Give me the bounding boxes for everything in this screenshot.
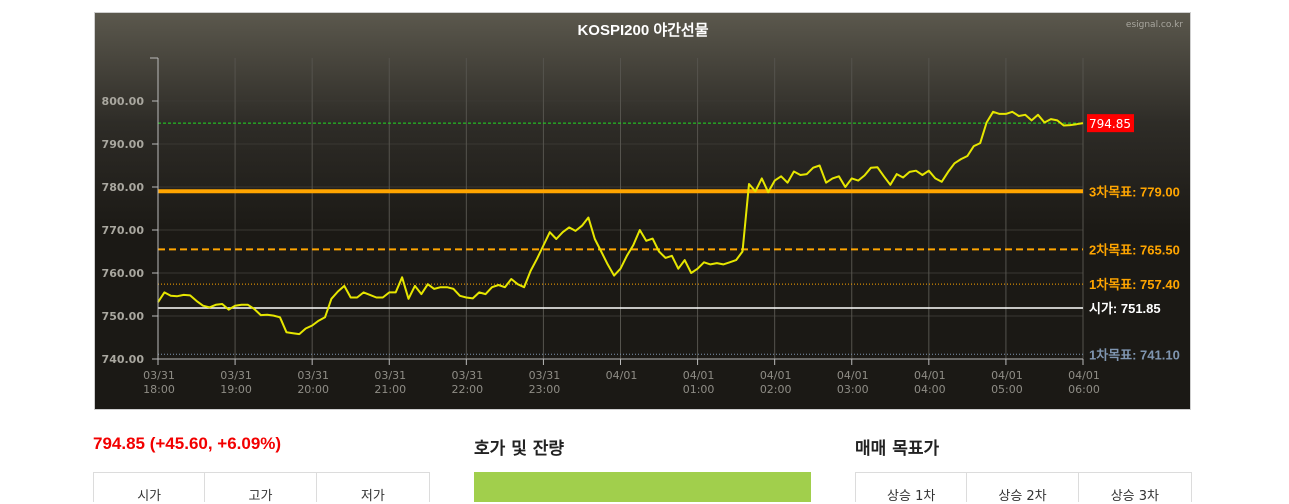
x-tick-time: 23:00 [529,383,561,396]
x-tick-date: 03/31 [297,369,329,382]
reference-label: 2차목표: 765.50 [1089,242,1180,257]
watermark: esignal.co.kr [1126,20,1183,30]
x-tick-time: 22:00 [451,383,483,396]
x-tick-time: 19:00 [220,383,252,396]
price-series-line [157,110,1084,336]
x-tick-time: 20:00 [297,383,329,396]
y-tick-label: 740.00 [102,353,145,366]
x-tick-time: 06:00 [1068,383,1100,396]
orderbook-bar [474,472,811,502]
x-tick-date: 04/01 [683,369,715,382]
y-tick-label: 760.00 [102,267,145,280]
table-header-open: 시가 [94,473,206,504]
targets-title: 매매 목표가 [855,439,940,459]
current-price-badge [1087,114,1134,133]
x-tick-date: 03/31 [451,369,483,382]
ohlc-table: 시가 고가 저가 [93,472,430,504]
chart-canvas: KOSPI200 야간선물 esignal.co.kr 3차목표: 779.00… [102,20,1184,396]
current-price-change: 794.85 (+45.60, +6.09%) [93,434,282,453]
x-tick-time: 03:00 [837,383,869,396]
reference-label: 3차목표: 779.00 [1089,184,1180,199]
reference-label: 1차목표: 741.10 [1089,347,1180,362]
table-header-low: 저가 [360,489,385,504]
current-price-label: 794.85 [1089,117,1131,131]
x-tick-date: 04/01 [606,369,638,382]
chart-title: KOSPI200 야간선물 [577,22,708,39]
x-tick-date: 03/31 [529,369,561,382]
price-chart: KOSPI200 야간선물 esignal.co.kr 3차목표: 779.00… [94,12,1191,410]
table-header-high: 고가 [205,473,317,504]
reference-label: 1차목표: 757.40 [1089,277,1180,292]
y-tick-label: 750.00 [102,310,145,323]
y-tick-label: 800.00 [102,95,145,108]
x-tick-time: 18:00 [143,383,175,396]
y-tick-label: 780.00 [102,181,145,194]
x-tick-time: 21:00 [374,383,406,396]
targets-table: 상승 1차 상승 2차 상승 3차 [855,472,1192,504]
x-tick-date: 03/31 [143,369,175,382]
x-tick-date: 04/01 [914,369,946,382]
table-header-up3: 상승 3차 [1110,489,1159,504]
x-tick-date: 04/01 [991,369,1023,382]
x-tick-date: 04/01 [760,369,792,382]
table-header-up2: 상승 2차 [967,473,1079,504]
x-tick-time: 02:00 [760,383,792,396]
x-tick-time: 01:00 [683,383,715,396]
x-tick-time: 04:00 [914,383,946,396]
reference-label: 시가: 751.85 [1089,301,1161,316]
x-tick-time: 05:00 [991,383,1023,396]
y-tick-label: 770.00 [102,224,145,237]
x-tick-date: 04/01 [1068,369,1100,382]
x-tick-date: 04/01 [837,369,869,382]
table-header-up1: 상승 1차 [856,473,968,504]
orderbook-title: 호가 및 잔량 [474,439,565,459]
x-tick-date: 03/31 [374,369,406,382]
y-tick-label: 790.00 [102,138,145,151]
x-tick-date: 03/31 [220,369,252,382]
